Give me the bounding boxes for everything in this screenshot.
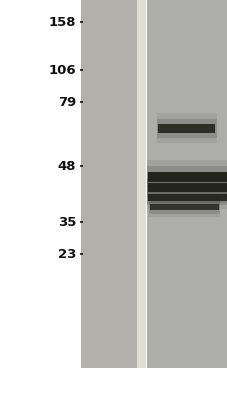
Bar	[146, 185, 227, 210]
Bar	[146, 166, 227, 188]
Bar	[150, 204, 218, 210]
Bar	[149, 197, 219, 217]
Bar	[146, 178, 227, 197]
Bar	[146, 0, 227, 368]
Text: 48: 48	[58, 160, 76, 172]
Bar	[146, 173, 227, 202]
Bar	[149, 200, 219, 214]
Bar	[81, 0, 136, 368]
Bar	[136, 0, 145, 368]
Text: 106: 106	[49, 64, 76, 76]
Bar	[148, 194, 226, 201]
Text: 23: 23	[58, 248, 76, 260]
Bar	[146, 160, 227, 194]
Bar	[148, 172, 226, 182]
Bar	[146, 189, 227, 205]
Bar	[157, 114, 216, 143]
Bar	[148, 183, 226, 192]
Text: 35: 35	[58, 216, 76, 228]
Bar	[158, 124, 215, 133]
Text: 79: 79	[58, 96, 76, 108]
Bar	[157, 119, 216, 138]
Text: 158: 158	[49, 16, 76, 28]
